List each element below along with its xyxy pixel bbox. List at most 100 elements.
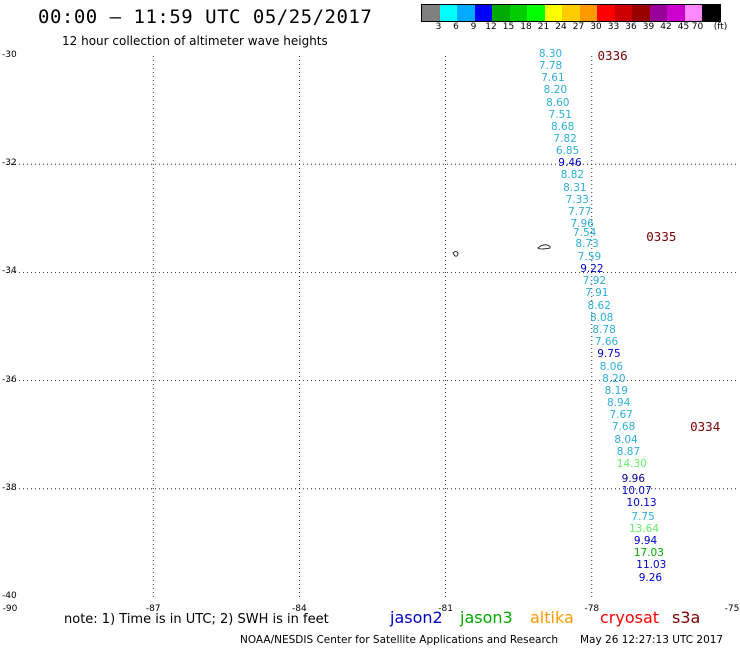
pass-time-label: 0336 [597,48,628,63]
wave-height-value: 8.62 [587,299,611,312]
wave-height-value: 8.20 [602,372,626,385]
wave-height-value: 8.19 [604,384,628,397]
wave-height-value: 14.30 [616,458,647,471]
legend-swatch [684,5,702,21]
latitude-label: -36 [2,374,17,385]
wave-height-value: 7.66 [594,336,619,349]
wave-height-value: 9.46 [558,157,582,170]
wave-height-value: 7.91 [585,287,609,300]
wave-height-value: 11.03 [636,559,667,572]
legend-tick-label: 21 [537,22,550,32]
latitude-label: -32 [2,158,17,169]
latitude-label: -40 [2,591,17,601]
satellite-name-s3a: s3a [672,608,701,627]
legend-swatch [492,5,510,21]
legend-tick-label: 3 [435,22,442,32]
wave-height-value: 7.96 [570,217,594,230]
legend-tick-label: 12 [485,22,497,32]
satellite-name-jason2: jason2 [390,608,443,627]
longitude-label: -87 [145,604,161,614]
wave-height-value: 9.94 [633,534,658,547]
wave-height-value: 7.61 [541,72,565,85]
wave-height-value: 9.75 [597,348,621,361]
wave-height-value: 8.82 [560,169,585,182]
wave-height-value: 7.54 [572,226,597,239]
satellite-name-cryosat: cryosat [600,608,660,627]
longitude-label: -84 [292,604,307,614]
pass-time-label: 0334 [690,418,721,434]
legend-tick-label: 39 [642,22,655,32]
legend-swatch [457,5,475,21]
legend-tick-label: 6 [453,22,459,32]
satellite-name-jason3: jason3 [460,608,513,627]
legend-swatch [614,5,632,21]
legend-swatch [439,5,457,21]
color-legend [421,4,721,22]
wave-height-value: 7.78 [538,59,563,72]
wave-height-value: 8.04 [614,433,638,446]
wave-height-value: 7.68 [611,421,636,434]
islands [452,244,551,257]
wave-height-value: 8.73 [575,238,599,251]
wave-height-value: 9.26 [638,571,663,584]
legend-tick-label: 24 [555,22,567,32]
wave-height-value: 8.20 [543,84,568,97]
wave-height-value: 7.75 [631,510,655,523]
longitude-label: -78 [584,604,600,614]
wave-height-value: 8.94 [607,396,631,409]
longitude-label: -81 [438,604,453,614]
legend-tick-label: 42 [660,22,672,32]
legend-swatch [702,5,720,21]
legend-swatch [509,5,527,21]
legend-swatch [544,5,562,21]
legend-swatch [649,5,667,21]
wave-height-value: 10.07 [621,485,652,498]
legend-swatch [579,5,597,21]
wave-height-value: 7.82 [553,132,577,145]
wave-height-value: 7.33 [565,193,589,206]
legend-tick-label: 30 [590,22,602,32]
wave-height-value: 9.96 [621,472,646,485]
legend-tick-label: 70 [691,22,704,32]
legend-swatch [667,5,685,21]
legend-swatch [474,5,492,21]
wave-height-value: 9.22 [580,262,604,275]
pass-time-label: 0335 [646,229,677,245]
wave-height-value: 7.59 [577,250,602,263]
legend-swatch [562,5,580,21]
legend-swatch [422,5,440,21]
wave-height-value: 13.64 [628,522,660,535]
latitude-label: -34 [2,266,17,277]
wave-height-value: 8.31 [563,181,587,194]
map-gridlines [7,56,738,597]
wave-height-value: 8.06 [599,360,624,373]
generation-timestamp: May 26 12:27:13 UTC 2017 [580,634,724,646]
wave-height-value: 7.77 [568,205,592,218]
wave-height-value: 8.68 [550,121,575,134]
note-text: note: 1) Time is in UTC; 2) SWH is in fe… [64,612,329,627]
longitude-label: -75 [724,604,740,614]
wave-height-value: 7.67 [609,409,633,422]
satellite-name-altika: altika [530,608,574,627]
wave-height-value: 17.03 [633,547,664,560]
legend-tick-label: (ft) [713,22,728,32]
wave-height-value: 10.13 [626,497,657,510]
wave-height-value: 7.51 [548,108,572,121]
island-large [537,244,551,250]
legend-swatch [597,5,615,21]
wave-height-value: 6.85 [555,145,580,158]
footer-credit: NOAA/NESDIS Center for Satellite Applica… [240,634,558,646]
page-title: 00:00 – 11:59 UTC 05/25/2017 [38,6,373,28]
latitude-label: -38 [2,482,17,493]
legend-tick-label: 36 [625,22,637,32]
legend-tick-label: 33 [607,22,620,32]
legend-swatch [632,5,650,21]
legend-tick-label: 27 [572,22,585,32]
wave-height-value: 7.92 [582,275,607,288]
legend-swatch [527,5,545,21]
legend-tick-label: 45 [677,22,690,32]
wave-height-value: 8.78 [592,323,616,336]
legend-tick-label: 9 [470,22,477,32]
latitude-label: -30 [2,50,17,60]
